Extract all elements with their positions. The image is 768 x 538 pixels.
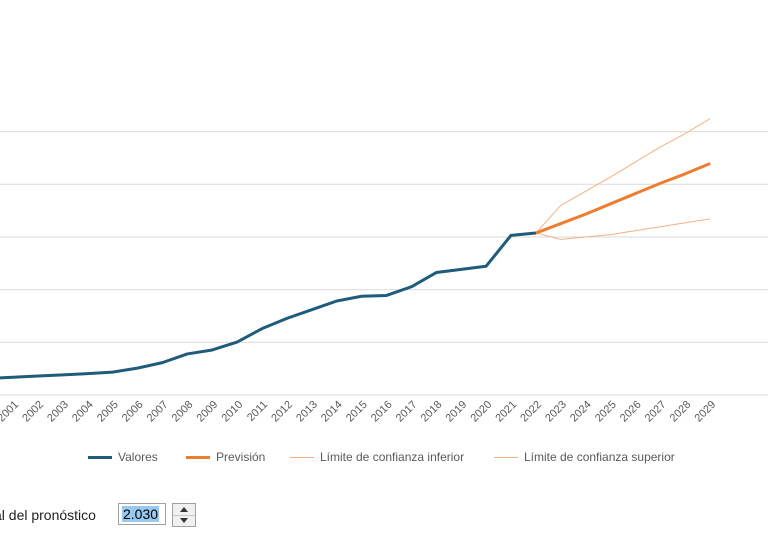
x-tick-label: 2001 xyxy=(0,399,21,425)
legend-label: Previsión xyxy=(216,450,266,464)
x-tick-label: 2023 xyxy=(543,399,569,425)
x-tick-label: 2018 xyxy=(419,399,445,425)
legend-swatch xyxy=(186,455,210,459)
x-tick-label: 2019 xyxy=(444,399,470,425)
spin-down-button[interactable] xyxy=(173,515,195,526)
x-tick-label: 2012 xyxy=(269,399,295,425)
chart-svg: 2001 2002 2003 2004 2005 2006 2007 2008 2009 2010… xyxy=(0,118,768,425)
forecast-end-input[interactable]: 2.030 xyxy=(118,503,166,525)
x-tick-label: 2025 xyxy=(593,399,619,425)
series-line-valores[interactable] xyxy=(0,231,537,380)
legend-swatch xyxy=(494,456,518,458)
x-tick-label: 2028 xyxy=(668,399,694,425)
x-tick-label: 2010 xyxy=(219,399,245,425)
legend-swatch xyxy=(290,456,314,458)
legend-swatch xyxy=(88,455,112,459)
x-tick-label: 2027 xyxy=(643,399,669,425)
x-tick-label: 2016 xyxy=(369,399,395,425)
legend-item[interactable]: Límite de confianza inferior xyxy=(290,448,464,466)
legend-item[interactable]: Límite de confianza superior xyxy=(494,448,675,466)
x-tick-label: 2011 xyxy=(245,399,270,424)
legend-item[interactable]: Valores xyxy=(88,448,158,466)
x-tick-label: 2015 xyxy=(344,399,370,425)
x-tick-label: 2020 xyxy=(468,399,494,425)
forecast-end-label: al del pronóstico xyxy=(0,507,96,523)
chart-legend: Valores Previsión Límite de confianza infe… xyxy=(0,448,768,468)
forecast-end-row: al del pronóstico 2.030 xyxy=(0,500,300,530)
legend-item[interactable]: Previsión xyxy=(186,448,265,466)
x-tick-label: 2005 xyxy=(95,399,121,425)
series-line-l-mite-de-confianza-inferior[interactable] xyxy=(535,218,711,240)
x-tick-label: 2006 xyxy=(120,399,146,425)
legend-label: Valores xyxy=(118,450,158,464)
x-tick-label: 2021 xyxy=(493,399,519,425)
x-tick-label: 2003 xyxy=(45,399,71,425)
x-tick-label: 2017 xyxy=(394,399,420,425)
x-tick-label: 2007 xyxy=(145,399,171,425)
x-tick-label: 2009 xyxy=(195,399,221,425)
series-line-previsi-n[interactable] xyxy=(535,162,711,235)
legend-label: Límite de confianza superior xyxy=(524,450,675,464)
x-tick-label: 2029 xyxy=(693,399,719,425)
x-tick-label: 2014 xyxy=(319,399,345,425)
series-line-l-mite-de-confianza-superior[interactable] xyxy=(535,118,711,234)
x-tick-label: 2008 xyxy=(170,399,196,425)
x-tick-label: 2002 xyxy=(20,399,46,425)
x-tick-label: 2026 xyxy=(618,399,644,425)
forecast-chart[interactable]: 2001 2002 2003 2004 2005 2006 2007 2008 2009 2010… xyxy=(0,0,768,440)
chevron-up-icon xyxy=(180,507,188,512)
chevron-down-icon xyxy=(180,518,188,523)
x-tick-label: 2022 xyxy=(518,399,544,425)
x-tick-label: 2024 xyxy=(568,399,594,425)
x-tick-label: 2004 xyxy=(70,399,96,425)
spin-up-button[interactable] xyxy=(173,504,195,516)
forecast-end-spinner[interactable] xyxy=(172,503,196,527)
forecast-end-value[interactable]: 2.030 xyxy=(122,506,160,522)
x-tick-label: 2013 xyxy=(294,399,320,425)
legend-label: Límite de confianza inferior xyxy=(320,450,465,464)
